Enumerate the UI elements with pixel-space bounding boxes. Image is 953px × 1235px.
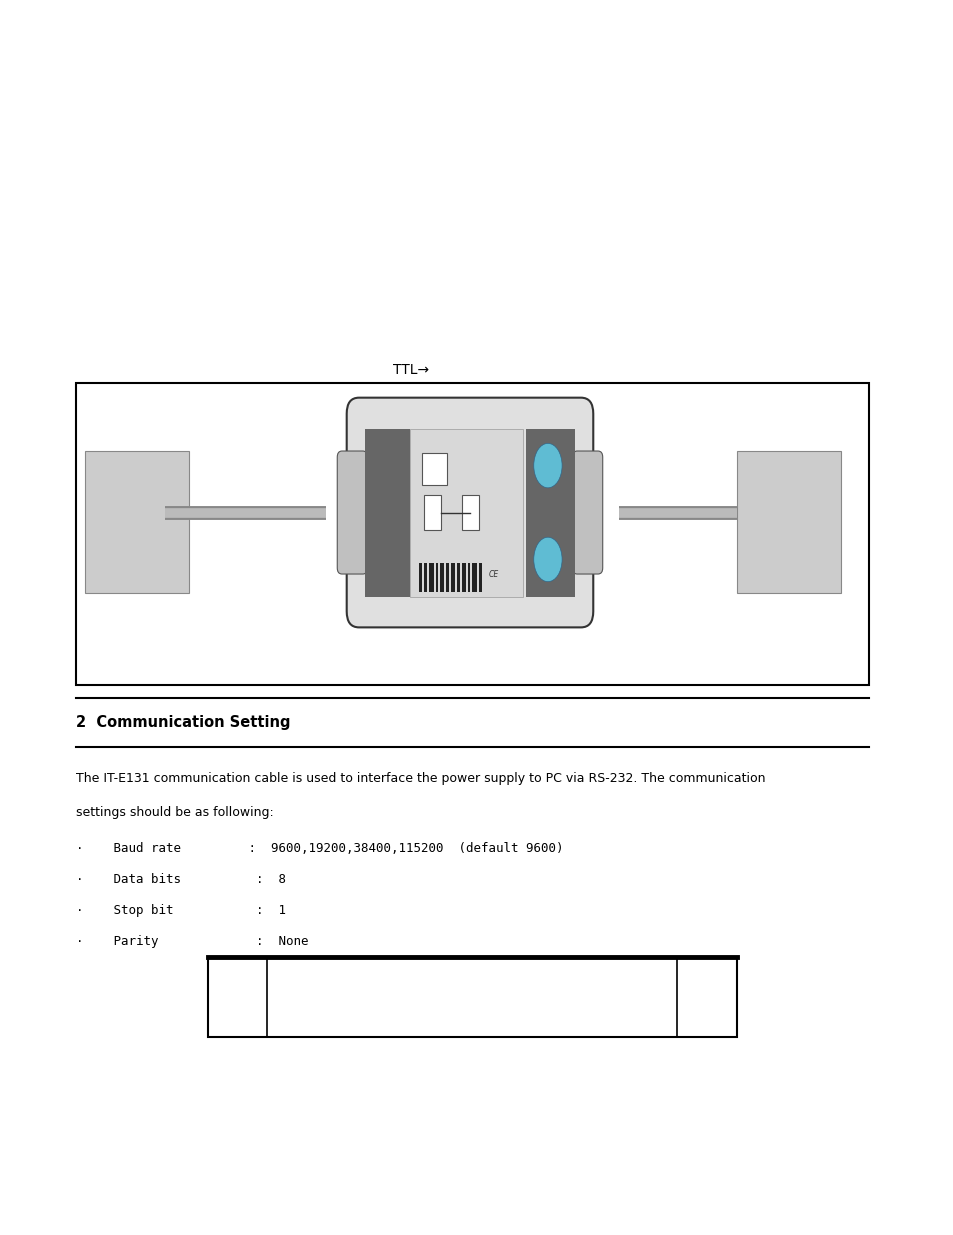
Bar [424, 495, 440, 530]
FancyBboxPatch shape [337, 451, 367, 574]
Ellipse shape [533, 537, 561, 582]
Bar [472, 563, 476, 592]
Bar [422, 453, 446, 485]
Bar [478, 563, 481, 592]
Bar [445, 563, 448, 592]
Bar [436, 563, 437, 592]
Ellipse shape [533, 443, 561, 488]
Bar [450, 563, 455, 592]
Text: TTL→: TTL→ [393, 363, 429, 377]
FancyBboxPatch shape [346, 398, 593, 627]
Bar [410, 429, 523, 597]
Text: CE: CE [489, 569, 498, 579]
Bar [75, 383, 868, 685]
Text: ·    Stop bit           :  1: · Stop bit : 1 [75, 904, 285, 918]
Bar [467, 563, 470, 592]
Text: The IT-E131 communication cable is used to interface the power supply to PC via : The IT-E131 communication cable is used … [75, 772, 764, 785]
FancyBboxPatch shape [572, 451, 602, 574]
Bar [526, 429, 575, 597]
Bar [429, 563, 434, 592]
Text: 2  Communication Setting: 2 Communication Setting [75, 715, 290, 730]
Text: ·    Parity             :  None: · Parity : None [75, 935, 308, 948]
Bar [424, 563, 427, 592]
Bar [439, 563, 443, 592]
Bar [461, 495, 478, 530]
Bar [208, 957, 736, 1037]
Bar [85, 451, 189, 593]
Text: settings should be as following:: settings should be as following: [75, 806, 274, 820]
Bar [456, 563, 459, 592]
Bar [461, 563, 465, 592]
Bar [364, 429, 410, 597]
Text: ·    Data bits          :  8: · Data bits : 8 [75, 873, 285, 887]
Text: ·    Baud rate         :  9600,19200,38400,115200  (default 9600): · Baud rate : 9600,19200,38400,115200 (d… [75, 842, 562, 856]
Bar [736, 451, 840, 593]
Bar [418, 563, 422, 592]
